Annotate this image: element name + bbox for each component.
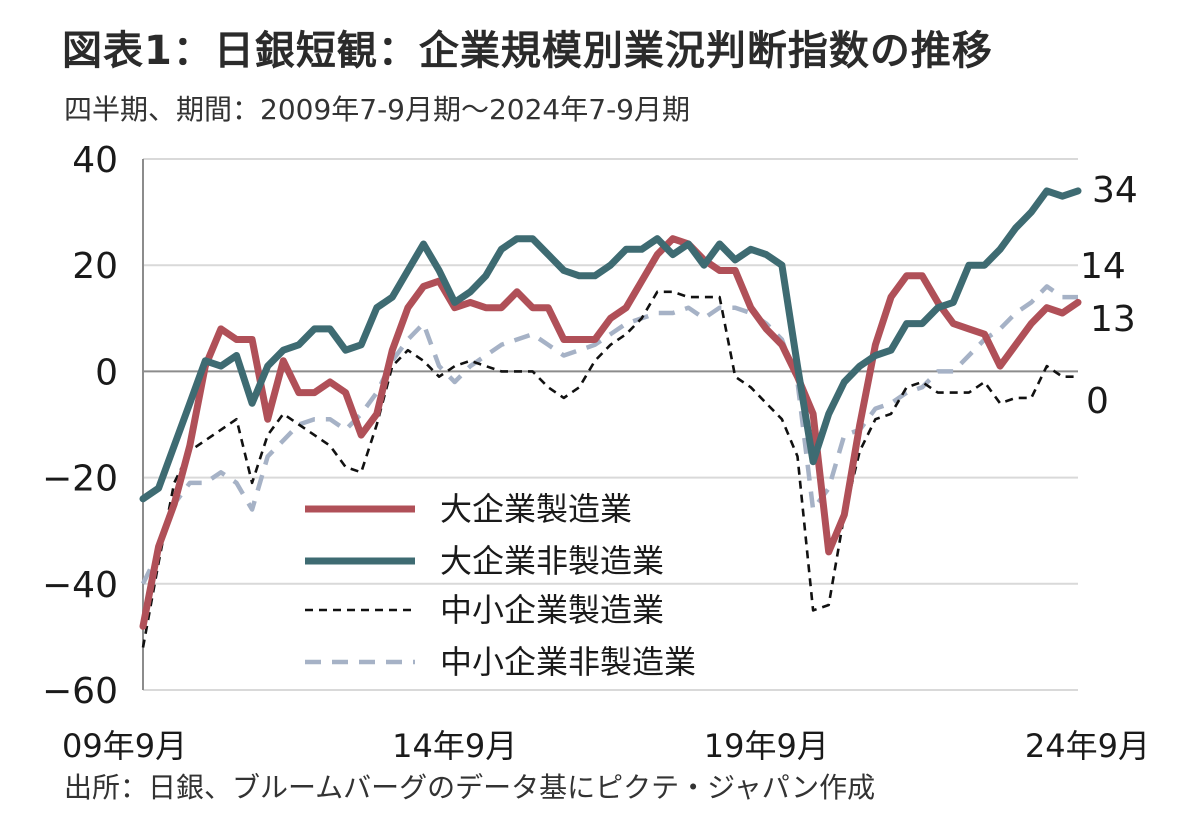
legend-label: 中小企業非製造業	[440, 643, 696, 681]
legend-label: 大企業製造業	[440, 490, 632, 528]
source-note: 出所：日銀、ブルームバーグのデータ基にピクテ・ジャパン作成	[64, 771, 876, 804]
series-lines	[139, 187, 1082, 648]
y-tick-label: 40	[72, 140, 118, 181]
series-line	[139, 187, 1082, 503]
x-tick-label: 14年9月	[392, 727, 517, 765]
legend-label: 中小企業製造業	[440, 591, 664, 629]
x-tick-labels: 09年9月 14年9月 19年9月 24年9月	[62, 727, 1150, 765]
end-value-labels: 34 14 13 0	[1080, 170, 1138, 422]
axes	[142, 159, 1078, 690]
series-line	[141, 290, 1078, 648]
chart-subtitle: 四半期、期間：2009年7-9月期～2024年7-9月期	[64, 93, 690, 126]
gridlines	[143, 158, 1078, 691]
y-tick-label: 0	[95, 352, 118, 393]
end-value-label: 14	[1080, 246, 1126, 287]
y-tick-label: −40	[42, 565, 118, 606]
y-tick-labels: 40 20 0 −20 −40 −60	[42, 140, 118, 712]
y-tick-label: −20	[42, 459, 118, 500]
series-line	[140, 284, 1078, 585]
end-value-label: 34	[1092, 170, 1138, 211]
end-value-label: 0	[1086, 381, 1109, 422]
end-value-label: 13	[1090, 299, 1136, 340]
x-tick-label: 24年9月	[1025, 727, 1150, 765]
y-tick-label: −60	[42, 671, 118, 712]
legend-label: 大企業非製造業	[440, 542, 664, 580]
series-line	[139, 235, 1082, 630]
x-tick-label: 19年9月	[704, 727, 829, 765]
y-tick-label: 20	[72, 246, 118, 287]
x-tick-label: 09年9月	[62, 727, 187, 765]
page-title: 図表1：日銀短観：企業規模別業況判断指数の推移	[62, 28, 993, 74]
